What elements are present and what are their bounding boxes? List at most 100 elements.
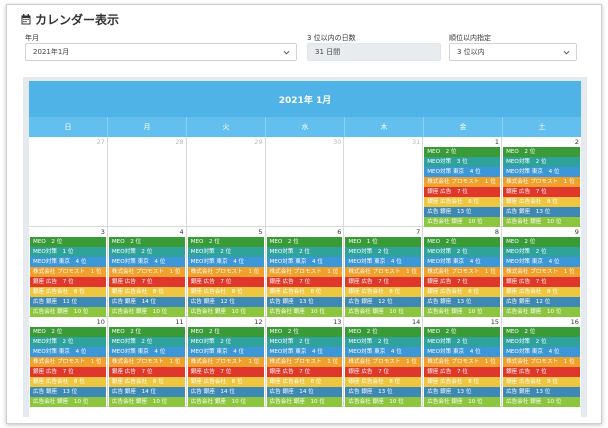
rank-event[interactable]: MEO対策 2 位 <box>266 247 343 257</box>
rank-event[interactable]: MEO対策 2 位 <box>503 247 580 257</box>
rank-event[interactable]: MEO対策 東京 4 位 <box>424 347 501 357</box>
day-cell[interactable]: 3 MEO 2 位 MEO対策 1 位 MEO対策 東京 4 位株式会社 プロモスト … <box>29 227 108 317</box>
rank-event[interactable]: MEO 2 位 <box>503 147 580 157</box>
rank-event[interactable]: 株式会社 プロモスト 1 位 <box>187 357 264 367</box>
rank-event[interactable]: 株式会社 プロモスト 1 位 <box>266 357 343 367</box>
rank-event[interactable]: MEO 2 位 <box>503 237 580 247</box>
rank-event[interactable]: 広告会社 銀座 10 位 <box>266 307 343 317</box>
rank-event[interactable]: 株式会社 プロモスト 1 位 <box>108 267 185 277</box>
day-cell[interactable]: 29 <box>187 137 266 226</box>
rank-event[interactable]: MEO対策 2 位 <box>503 337 580 347</box>
day-cell[interactable]: 10 MEO 2 位 MEO対策 2 位 MEO対策 東京 4 位株式会社 プロモスト… <box>29 317 108 407</box>
rank-event[interactable]: 広告 銀座 14 位 <box>187 387 264 397</box>
rank-event[interactable]: 株式会社 プロモスト 1 位 <box>424 267 501 277</box>
rank-event[interactable]: 広告 銀座 11 位 <box>30 297 106 307</box>
rank-event[interactable]: MEO対策 2 位 <box>266 337 343 347</box>
rank-event[interactable]: MEO 2 位 <box>108 327 185 337</box>
rank-event[interactable]: 銀座 広告会社 8 位 <box>187 377 264 387</box>
rank-event[interactable]: 銀座 広告 7 位 <box>503 187 580 197</box>
day-cell[interactable]: 2 MEO 2 位 MEO対策 2 位 MEO対策 東京 4 位株式会社 プロモスト … <box>502 137 581 227</box>
rank-select[interactable]: 3 位以内 <box>449 43 577 61</box>
rank-event[interactable]: 銀座 広告 7 位 <box>345 367 422 377</box>
rank-event[interactable]: 広告会社 銀座 10 位 <box>503 307 580 317</box>
rank-event[interactable]: 銀座 広告会社 8 位 <box>424 197 501 207</box>
day-cell[interactable]: 13 MEO 2 位 MEO対策 2 位 MEO対策 東京 4 位株式会社 プロモスト… <box>266 317 345 407</box>
rank-event[interactable]: 株式会社 プロモスト 1 位 <box>503 357 580 367</box>
rank-event[interactable]: MEO 1 位 <box>345 237 422 247</box>
rank-event[interactable]: MEO対策 東京 4 位 <box>30 257 106 267</box>
rank-event[interactable]: MEO 2 位 <box>187 327 264 337</box>
rank-event[interactable]: MEO対策 東京 4 位 <box>30 347 106 357</box>
rank-event[interactable]: 銀座 広告会社 8 位 <box>266 287 343 297</box>
rank-event[interactable]: MEO 2 位 <box>424 147 501 157</box>
rank-event[interactable]: 銀座 広告 7 位 <box>503 277 580 287</box>
rank-event[interactable]: MEO対策 東京 4 位 <box>503 347 580 357</box>
rank-event[interactable]: 広告会社 銀座 10 位 <box>30 397 106 407</box>
rank-event[interactable]: 広告 銀座 13 位 <box>503 387 580 397</box>
rank-event[interactable]: 銀座 広告会社 8 位 <box>345 377 422 387</box>
day-cell[interactable]: 11 MEO 2 位 MEO対策 2 位 MEO対策 東京 4 位株式会社 プロモスト… <box>108 317 187 407</box>
day-cell[interactable]: 27 <box>29 137 108 226</box>
rank-event[interactable]: 銀座 広告会社 8 位 <box>424 377 501 387</box>
rank-event[interactable]: 広告 銀座 13 位 <box>503 207 580 217</box>
rank-event[interactable]: MEO 2 位 <box>424 237 501 247</box>
rank-event[interactable]: MEO対策 2 位 <box>424 337 501 347</box>
month-select[interactable]: 2021年1月 <box>25 43 297 61</box>
rank-event[interactable]: 広告会社 銀座 10 位 <box>424 397 501 407</box>
rank-event[interactable]: MEO 2 位 <box>503 327 580 337</box>
rank-event[interactable]: MEO対策 東京 4 位 <box>503 257 580 267</box>
rank-event[interactable]: 銀座 広告 7 位 <box>266 277 343 287</box>
rank-event[interactable]: MEO対策 2 位 <box>345 337 422 347</box>
rank-event[interactable]: 株式会社 プロモスト 1 位 <box>30 267 106 277</box>
rank-event[interactable]: 銀座 広告 7 位 <box>187 367 264 377</box>
rank-event[interactable]: 広告会社 銀座 10 位 <box>424 307 501 317</box>
rank-event[interactable]: MEO対策 東京 4 位 <box>266 257 343 267</box>
rank-event[interactable]: 銀座 広告 7 位 <box>424 187 501 197</box>
rank-event[interactable]: MEO対策 2 位 <box>108 337 185 347</box>
rank-event[interactable]: 広告 銀座 13 位 <box>345 387 422 397</box>
rank-event[interactable]: MEO 2 位 <box>187 237 264 247</box>
rank-event[interactable]: 銀座 広告 7 位 <box>30 367 106 377</box>
rank-event[interactable]: 銀座 広告会社 8 位 <box>108 377 185 387</box>
rank-event[interactable]: 株式会社 プロモスト 1 位 <box>503 177 580 187</box>
rank-event[interactable]: 銀座 広告 7 位 <box>345 277 422 287</box>
rank-event[interactable]: 広告会社 銀座 10 位 <box>187 397 264 407</box>
rank-event[interactable]: MEO対策 東京 4 位 <box>424 167 501 177</box>
day-cell[interactable]: 15 MEO 2 位 MEO対策 2 位 MEO対策 東京 4 位株式会社 プロモスト… <box>423 317 503 407</box>
rank-event[interactable]: MEO 2 位 <box>30 327 106 337</box>
day-cell[interactable]: 7 MEO 1 位 MEO対策 2 位 MEO対策 東京 4 位株式会社 プロモスト … <box>344 227 424 317</box>
rank-event[interactable]: 銀座 広告 7 位 <box>266 367 343 377</box>
rank-event[interactable]: 広告会社 銀座 10 位 <box>108 307 185 317</box>
rank-event[interactable]: MEO対策 2 位 <box>108 247 185 257</box>
rank-event[interactable]: MEO対策 2 位 <box>503 157 580 167</box>
day-cell[interactable]: 9 MEO 2 位 MEO対策 2 位 MEO対策 東京 4 位株式会社 プロモスト … <box>502 227 581 317</box>
rank-event[interactable]: MEO 2 位 <box>266 237 343 247</box>
day-cell[interactable]: 4 MEO 2 位 MEO対策 2 位 MEO対策 東京 4 位株式会社 プロモスト … <box>108 227 187 317</box>
rank-event[interactable]: 広告会社 銀座 10 位 <box>30 307 106 317</box>
rank-event[interactable]: 株式会社 プロモスト 1 位 <box>424 177 501 187</box>
rank-event[interactable]: 広告 銀座 14 位 <box>266 387 343 397</box>
rank-event[interactable]: 広告会社 銀座 10 位 <box>266 397 343 407</box>
rank-event[interactable]: 広告会社 銀座 10 位 <box>503 397 580 407</box>
rank-event[interactable]: 銀座 広告会社 8 位 <box>503 287 580 297</box>
rank-event[interactable]: 広告 銀座 14 位 <box>108 297 185 307</box>
rank-event[interactable]: 銀座 広告会社 8 位 <box>30 287 106 297</box>
rank-event[interactable]: 広告会社 銀座 10 位 <box>187 307 264 317</box>
rank-event[interactable]: MEO対策 東京 4 位 <box>266 347 343 357</box>
rank-event[interactable]: MEO対策 2 位 <box>424 247 501 257</box>
rank-event[interactable]: 広告 銀座 13 位 <box>266 297 343 307</box>
rank-event[interactable]: 銀座 広告会社 8 位 <box>108 287 185 297</box>
rank-event[interactable]: MEO対策 東京 4 位 <box>108 347 185 357</box>
rank-event[interactable]: 銀座 広告会社 8 位 <box>187 287 264 297</box>
rank-event[interactable]: 広告 銀座 13 位 <box>424 207 501 217</box>
rank-event[interactable]: MEO 2 位 <box>345 327 422 337</box>
rank-event[interactable]: MEO 2 位 <box>108 237 185 247</box>
rank-event[interactable]: 株式会社 プロモスト 1 位 <box>187 267 264 277</box>
rank-event[interactable]: 株式会社 プロモスト 1 位 <box>266 267 343 277</box>
rank-event[interactable]: MEO対策 東京 4 位 <box>424 257 501 267</box>
rank-event[interactable]: MEO 2 位 <box>424 327 501 337</box>
rank-event[interactable]: MEO対策 東京 4 位 <box>187 257 264 267</box>
day-cell[interactable]: 16 MEO 2 位 MEO対策 2 位 MEO対策 東京 4 位株式会社 プロモスト… <box>502 317 581 407</box>
rank-event[interactable]: 銀座 広告会社 8 位 <box>266 377 343 387</box>
rank-event[interactable]: MEO対策 1 位 <box>30 247 106 257</box>
